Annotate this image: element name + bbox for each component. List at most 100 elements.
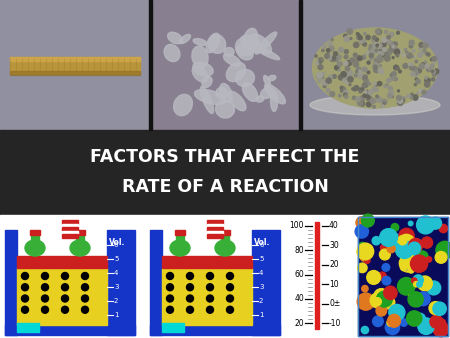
Bar bbox=[17, 256, 107, 268]
Text: 0±: 0± bbox=[329, 299, 340, 308]
Circle shape bbox=[394, 65, 398, 70]
Circle shape bbox=[396, 95, 401, 100]
Circle shape bbox=[338, 95, 341, 97]
Circle shape bbox=[345, 66, 350, 71]
Circle shape bbox=[426, 257, 432, 262]
Circle shape bbox=[373, 62, 378, 68]
Circle shape bbox=[391, 44, 394, 46]
Circle shape bbox=[186, 306, 194, 313]
Circle shape bbox=[378, 81, 382, 86]
Circle shape bbox=[378, 57, 383, 62]
Bar bbox=[76, 234, 84, 248]
Circle shape bbox=[317, 79, 321, 83]
Circle shape bbox=[421, 92, 423, 94]
Ellipse shape bbox=[216, 100, 234, 118]
Circle shape bbox=[356, 217, 367, 228]
Bar bbox=[162, 256, 252, 268]
Circle shape bbox=[338, 75, 344, 80]
Circle shape bbox=[371, 98, 373, 100]
Circle shape bbox=[186, 284, 194, 291]
Circle shape bbox=[385, 320, 400, 335]
Circle shape bbox=[382, 53, 384, 55]
Circle shape bbox=[399, 255, 417, 272]
Circle shape bbox=[360, 88, 364, 91]
Bar bbox=[175, 230, 185, 235]
Circle shape bbox=[363, 40, 365, 42]
Circle shape bbox=[419, 43, 423, 47]
Bar bbox=[62, 227, 78, 231]
Circle shape bbox=[333, 75, 336, 78]
Circle shape bbox=[431, 58, 433, 61]
Circle shape bbox=[430, 315, 443, 328]
Circle shape bbox=[376, 29, 382, 34]
Circle shape bbox=[373, 87, 378, 92]
Bar bbox=[149, 0, 152, 130]
Circle shape bbox=[382, 99, 387, 104]
Circle shape bbox=[343, 91, 348, 95]
Ellipse shape bbox=[261, 87, 274, 99]
Circle shape bbox=[377, 291, 392, 307]
Circle shape bbox=[337, 55, 341, 59]
Circle shape bbox=[382, 233, 393, 245]
Circle shape bbox=[375, 38, 378, 41]
Circle shape bbox=[379, 46, 382, 49]
Circle shape bbox=[367, 71, 370, 74]
Circle shape bbox=[378, 30, 380, 32]
Circle shape bbox=[354, 88, 356, 91]
Circle shape bbox=[345, 81, 348, 83]
Ellipse shape bbox=[242, 28, 258, 56]
Circle shape bbox=[344, 56, 346, 58]
Circle shape bbox=[396, 67, 399, 70]
Circle shape bbox=[356, 71, 358, 73]
Circle shape bbox=[425, 78, 430, 83]
Circle shape bbox=[396, 31, 400, 34]
Circle shape bbox=[432, 70, 435, 73]
Circle shape bbox=[407, 311, 422, 326]
Circle shape bbox=[436, 319, 446, 328]
Circle shape bbox=[418, 276, 432, 291]
Text: 60: 60 bbox=[294, 270, 304, 279]
Circle shape bbox=[353, 59, 355, 61]
Circle shape bbox=[391, 95, 393, 98]
Text: 2: 2 bbox=[259, 298, 263, 304]
Circle shape bbox=[410, 255, 428, 272]
Bar bbox=[62, 234, 78, 238]
Text: 3: 3 bbox=[259, 284, 264, 290]
Ellipse shape bbox=[167, 32, 182, 44]
Text: 100: 100 bbox=[289, 221, 304, 231]
Circle shape bbox=[374, 82, 376, 85]
Ellipse shape bbox=[255, 32, 277, 54]
Circle shape bbox=[416, 292, 430, 306]
Circle shape bbox=[374, 67, 379, 73]
Circle shape bbox=[389, 305, 405, 320]
Circle shape bbox=[166, 306, 174, 313]
Circle shape bbox=[388, 52, 391, 55]
Circle shape bbox=[369, 48, 370, 50]
Circle shape bbox=[328, 41, 332, 46]
Circle shape bbox=[423, 45, 426, 48]
Circle shape bbox=[399, 228, 414, 244]
Circle shape bbox=[408, 221, 413, 226]
Circle shape bbox=[387, 78, 391, 82]
Text: 20: 20 bbox=[294, 318, 304, 328]
Ellipse shape bbox=[310, 95, 440, 115]
Circle shape bbox=[316, 61, 320, 65]
Circle shape bbox=[22, 295, 28, 302]
Circle shape bbox=[335, 66, 339, 70]
Text: 4: 4 bbox=[114, 270, 118, 276]
Text: 5: 5 bbox=[114, 256, 118, 262]
Circle shape bbox=[356, 36, 360, 40]
Circle shape bbox=[398, 234, 415, 251]
Circle shape bbox=[368, 82, 370, 85]
Text: FACTORS THAT AFFECT THE: FACTORS THAT AFFECT THE bbox=[90, 147, 360, 166]
Circle shape bbox=[329, 46, 334, 51]
Circle shape bbox=[375, 83, 378, 86]
Circle shape bbox=[432, 73, 436, 76]
Circle shape bbox=[323, 45, 326, 48]
Circle shape bbox=[331, 59, 333, 61]
Circle shape bbox=[379, 249, 390, 260]
Circle shape bbox=[422, 90, 426, 94]
Text: -10: -10 bbox=[329, 318, 342, 328]
Bar bbox=[17, 268, 107, 325]
Circle shape bbox=[363, 75, 367, 79]
